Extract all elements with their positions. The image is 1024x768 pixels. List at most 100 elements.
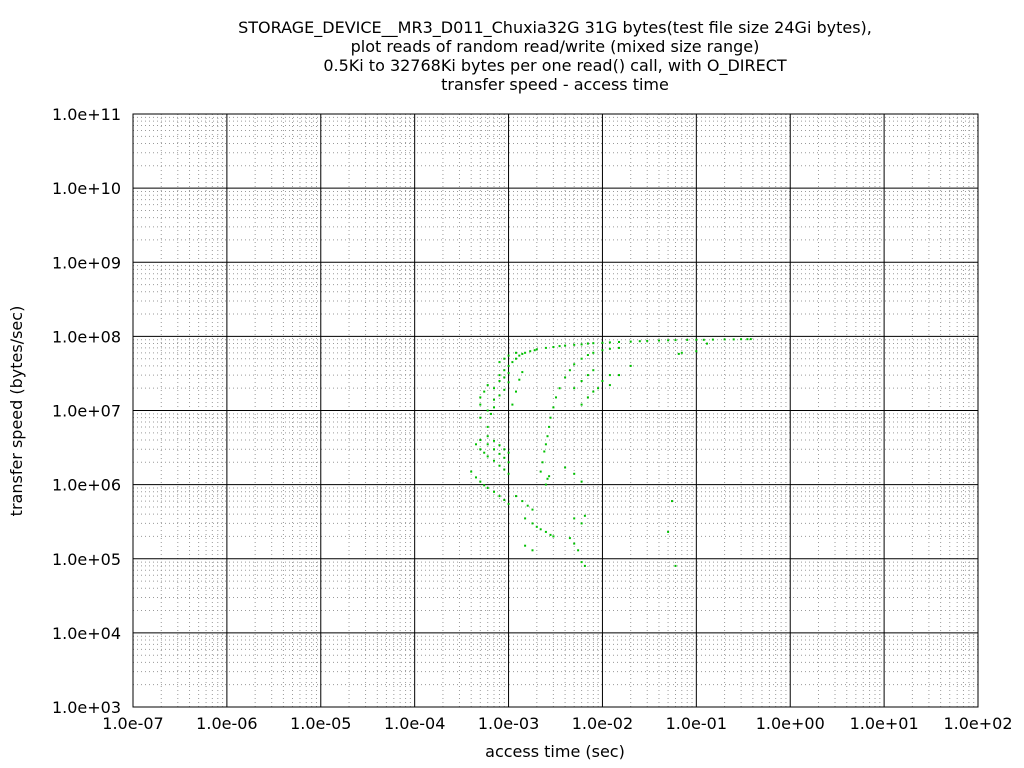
data-point [479, 439, 482, 441]
data-point [539, 470, 542, 473]
data-point [552, 406, 555, 409]
data-point [695, 338, 698, 341]
data-point [498, 495, 501, 498]
data-point [493, 448, 495, 451]
data-point [493, 387, 495, 390]
data-point [573, 472, 576, 475]
data-point [546, 477, 549, 480]
x-axis-label: access time (sec) [485, 742, 625, 761]
data-point [544, 530, 547, 533]
y-tick-labels: 1.0e+03 1.0e+04 1.0e+05 1.0e+06 1.0e+07 1.0e+… [52, 105, 121, 717]
data-point [493, 439, 495, 442]
data-point [597, 387, 600, 390]
x-tick-label: 1.0e+01 [850, 714, 919, 733]
data-point [507, 502, 510, 505]
data-point [580, 561, 583, 564]
data-point [483, 390, 486, 393]
data-point [608, 374, 611, 377]
data-point [486, 455, 489, 458]
data-point [524, 517, 527, 520]
data-point [503, 448, 506, 451]
data-point [503, 499, 506, 501]
data-point [592, 390, 595, 393]
data-point [479, 480, 482, 483]
data-point [521, 500, 524, 503]
title-line-3: 0.5Ki to 32768Ki bytes per one read() ca… [323, 56, 787, 76]
data-point [667, 339, 670, 342]
data-point [548, 425, 551, 428]
data-point [507, 381, 510, 384]
data-point [544, 443, 547, 446]
data-point [552, 535, 555, 538]
y-tick-label: 1.0e+06 [52, 476, 121, 495]
data-point [564, 344, 567, 347]
data-point [549, 416, 552, 419]
y-tick-label: 1.0e+11 [52, 105, 121, 124]
data-point [740, 338, 743, 341]
data-point [580, 343, 583, 346]
data-point [723, 338, 726, 341]
data-point [507, 451, 510, 454]
data-point [586, 354, 589, 356]
data-point [667, 530, 670, 533]
data-point [580, 522, 583, 525]
data-point [658, 339, 660, 342]
data-point [702, 338, 705, 341]
data-point [552, 346, 555, 348]
data-point [470, 470, 473, 473]
data-point [555, 396, 557, 399]
x-tick-label: 1.0e-05 [290, 714, 351, 733]
x-tick-label: 1.0e+02 [943, 714, 1012, 733]
data-point [486, 487, 489, 489]
data-point [583, 564, 586, 567]
data-point [515, 495, 517, 498]
data-point [515, 351, 517, 354]
data-point [498, 452, 501, 455]
data-point [533, 349, 536, 352]
x-tick-label: 1.0e-01 [666, 714, 727, 733]
data-point [558, 345, 561, 348]
data-point [486, 435, 489, 438]
data-point [601, 380, 604, 382]
data-point [475, 476, 477, 479]
data-point [549, 533, 552, 536]
data-point [646, 339, 649, 342]
major-grid [132, 113, 979, 708]
data-point [543, 450, 546, 453]
data-point [507, 354, 510, 357]
data-point [618, 346, 620, 349]
data-point [583, 514, 586, 517]
data-point [580, 380, 583, 382]
data-point [493, 490, 495, 493]
data-point [592, 351, 595, 354]
data-point [580, 480, 583, 483]
chart-title: STORAGE_DEVICE__MR3_D011_Chuxia32G 31G b… [238, 18, 872, 94]
y-axis-label: transfer speed (bytes/sec) [7, 306, 26, 517]
data-point [515, 390, 517, 393]
data-point [680, 351, 683, 354]
data-point [677, 352, 680, 355]
x-tick-label: 1.0e-07 [102, 714, 163, 733]
data-point [486, 443, 489, 446]
data-point [498, 394, 501, 397]
y-tick-label: 1.0e+07 [52, 402, 121, 421]
data-point [518, 354, 521, 357]
x-tick-label: 1.0e-04 [384, 714, 445, 733]
data-point [580, 403, 583, 406]
data-point [486, 425, 489, 428]
data-point [507, 364, 510, 367]
title-line-2: plot reads of random read/write (mixed s… [351, 37, 760, 56]
data-point [490, 412, 492, 415]
data-point [498, 444, 501, 447]
data-point [601, 341, 604, 344]
data-point [573, 363, 576, 366]
data-point [544, 346, 547, 349]
data-point [475, 443, 477, 446]
data-point [498, 380, 501, 382]
data-point [507, 472, 510, 475]
y-tick-label: 1.0e+09 [52, 253, 121, 272]
data-point [486, 384, 489, 387]
data-point [586, 396, 589, 399]
data-point [511, 361, 514, 364]
